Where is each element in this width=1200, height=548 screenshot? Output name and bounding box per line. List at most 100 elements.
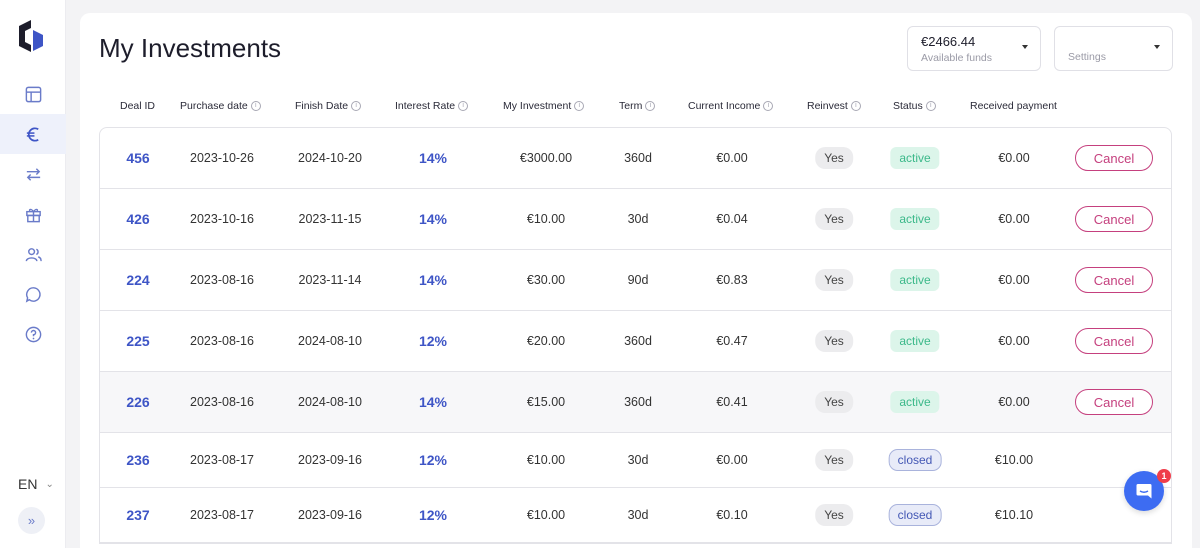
header-finish-date: Finish Date i [295, 100, 362, 112]
current-income: €0.47 [716, 334, 748, 348]
investment-amount: €20.00 [526, 334, 566, 348]
info-icon[interactable]: i [458, 101, 469, 111]
reinvest-badge: Yes [815, 269, 853, 291]
term: 30d [627, 453, 649, 467]
investment-amount: €10.00 [526, 508, 566, 522]
received-payment: €0.00 [998, 395, 1030, 409]
info-icon[interactable]: i [351, 101, 362, 111]
nav-help[interactable] [0, 314, 66, 354]
received-payment: €10.00 [994, 453, 1034, 467]
finish-date: 2024-08-10 [298, 334, 362, 348]
transfer-icon [26, 167, 40, 181]
available-funds-select[interactable]: €2466.44 Available funds [907, 26, 1041, 71]
expand-sidebar-button[interactable]: » [18, 507, 45, 534]
interest-rate: 12% [418, 507, 448, 523]
cancel-button[interactable]: Cancel [1075, 145, 1153, 171]
cancel-button[interactable]: Cancel [1075, 328, 1153, 354]
header-label: Purchase date [180, 100, 248, 112]
interest-rate: 12% [418, 333, 448, 349]
info-icon[interactable]: i [850, 101, 861, 111]
header-status: Status i [893, 100, 936, 112]
nav-transfers[interactable] [0, 154, 66, 194]
purchase-date: 2023-08-17 [190, 453, 254, 467]
cancel-button[interactable]: Cancel [1075, 206, 1153, 232]
header-received-payment: Received payment [970, 100, 1057, 112]
deal-id-link[interactable]: 456 [126, 150, 150, 166]
purchase-date: 2023-08-16 [190, 273, 254, 287]
cancel-button[interactable]: Cancel [1075, 267, 1153, 293]
header-label: Reinvest [807, 100, 848, 112]
gift-icon [25, 208, 41, 222]
reinvest-badge: Yes [815, 504, 853, 526]
info-icon[interactable]: i [645, 101, 656, 111]
caret-down-icon [1022, 45, 1028, 49]
table-row[interactable]: 226 2023-08-16 2024-08-10 14% €15.00 360… [100, 372, 1171, 433]
interest-rate: 14% [418, 394, 448, 410]
double-chevron-right-icon: » [27, 513, 36, 528]
header-purchase-date: Purchase date i [180, 100, 261, 112]
language-label: EN [18, 476, 38, 492]
purchase-date: 2023-10-16 [190, 212, 254, 226]
header-current-income: Current Income i [688, 100, 774, 112]
current-income: €0.00 [716, 151, 748, 165]
reinvest-badge: Yes [815, 330, 853, 352]
language-selector[interactable]: EN ⌄ [18, 476, 54, 492]
finish-date: 2023-11-15 [298, 212, 362, 226]
term: 30d [627, 212, 649, 226]
term: 360d [624, 395, 652, 409]
status-badge: closed [888, 449, 942, 471]
received-payment: €0.00 [998, 212, 1030, 226]
investment-amount: €3000.00 [519, 151, 573, 165]
received-payment: €0.00 [998, 334, 1030, 348]
info-icon[interactable]: i [763, 101, 774, 111]
deal-id-link[interactable]: 226 [126, 394, 150, 410]
nav-bonus[interactable] [0, 194, 66, 234]
info-icon[interactable]: i [250, 101, 261, 111]
header-my-investment: My Investment i [503, 100, 585, 112]
investment-amount: €30.00 [526, 273, 566, 287]
deal-id-link[interactable]: 426 [126, 211, 150, 227]
brand-logo[interactable] [17, 20, 45, 52]
header-label: Term [619, 100, 643, 112]
nav-investments[interactable] [0, 114, 66, 154]
cancel-button[interactable]: Cancel [1075, 389, 1153, 415]
current-income: €0.00 [716, 453, 748, 467]
info-icon[interactable]: i [574, 101, 585, 111]
interest-rate: 12% [418, 452, 448, 468]
received-payment: €0.00 [998, 273, 1030, 287]
dashboard-icon [25, 86, 41, 102]
header-label: Status [893, 100, 923, 112]
current-income: €0.83 [716, 273, 748, 287]
deal-id-link[interactable]: 237 [126, 507, 150, 523]
finish-date: 2023-11-14 [298, 273, 362, 287]
notification-badge: 1 [1157, 469, 1171, 483]
sidebar: EN ⌄ » [0, 0, 66, 548]
nav-referrals[interactable] [0, 234, 66, 274]
status-badge: active [890, 208, 940, 230]
deal-id-link[interactable]: 236 [126, 452, 150, 468]
reinvest-badge: Yes [815, 391, 853, 413]
deal-id-link[interactable]: 224 [126, 272, 150, 288]
purchase-date: 2023-08-16 [190, 334, 254, 348]
term: 360d [624, 151, 652, 165]
finish-date: 2023-09-16 [298, 453, 362, 467]
table-row[interactable]: 426 2023-10-16 2023-11-15 14% €10.00 30d… [100, 189, 1171, 250]
euro-icon [26, 126, 39, 142]
deal-id-link[interactable]: 225 [126, 333, 150, 349]
info-icon[interactable]: i [925, 101, 936, 111]
table-row[interactable]: 237 2023-08-17 2023-09-16 12% €10.00 30d… [100, 488, 1171, 543]
table-row[interactable]: 456 2023-10-26 2024-10-20 14% €3000.00 3… [100, 128, 1171, 189]
header-label: Received payment [970, 100, 1057, 112]
header-label: Finish Date [295, 100, 349, 112]
term: 360d [624, 334, 652, 348]
nav-messages[interactable] [0, 274, 66, 314]
nav-dashboard[interactable] [0, 74, 66, 114]
table-row[interactable]: 224 2023-08-16 2023-11-14 14% €30.00 90d… [100, 250, 1171, 311]
current-income: €0.41 [716, 395, 748, 409]
settings-select[interactable]: Settings [1054, 26, 1173, 71]
investment-amount: €10.00 [526, 212, 566, 226]
table-row[interactable]: 225 2023-08-16 2024-08-10 12% €20.00 360… [100, 311, 1171, 372]
table-row[interactable]: 236 2023-08-17 2023-09-16 12% €10.00 30d… [100, 433, 1171, 488]
finish-date: 2024-10-20 [298, 151, 362, 165]
status-badge: active [890, 147, 940, 169]
